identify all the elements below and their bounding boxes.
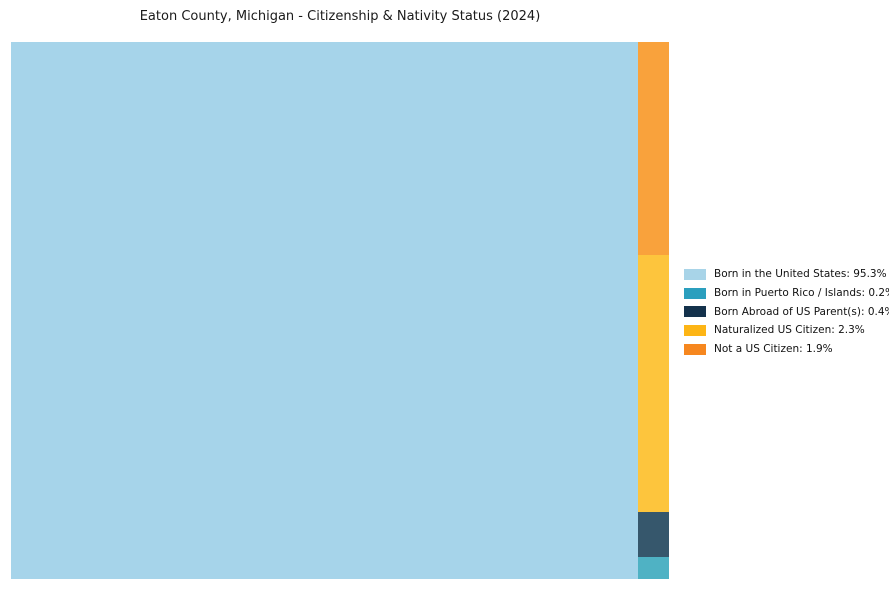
treemap-rect-not-citizen — [638, 42, 669, 255]
legend-label-born-abroad: Born Abroad of US Parent(s): 0.4% — [714, 305, 889, 318]
treemap-rect-born-abroad — [638, 512, 669, 557]
legend-label-naturalized: Naturalized US Citizen: 2.3% — [714, 324, 865, 337]
legend-swatch-not-citizen — [684, 343, 706, 355]
legend-swatch-born-us — [684, 268, 706, 280]
legend-item-naturalized: Naturalized US Citizen: 2.3% — [684, 321, 889, 340]
chart-title: Eaton County, Michigan - Citizenship & N… — [139, 9, 541, 24]
legend-swatch-born-abroad — [684, 306, 706, 318]
legend-swatch-puerto-rico — [684, 287, 706, 299]
legend-item-puerto-rico: Born in Puerto Rico / Islands: 0.2% — [684, 284, 889, 303]
legend-item-not-citizen: Not a US Citizen: 1.9% — [684, 340, 889, 359]
legend-label-born-us: Born in the United States: 95.3% — [714, 268, 887, 281]
legend-label-puerto-rico: Born in Puerto Rico / Islands: 0.2% — [714, 287, 889, 300]
legend: Born in the United States: 95.3% Born in… — [684, 265, 889, 358]
legend-item-born-abroad: Born Abroad of US Parent(s): 0.4% — [684, 302, 889, 321]
treemap-rect-naturalized — [638, 255, 669, 512]
legend-swatch-naturalized — [684, 324, 706, 336]
legend-label-not-citizen: Not a US Citizen: 1.9% — [714, 343, 833, 356]
treemap — [11, 42, 669, 579]
legend-item-born-us: Born in the United States: 95.3% — [684, 265, 889, 284]
treemap-rect-born-us — [11, 42, 638, 579]
treemap-rect-puerto-rico — [638, 557, 669, 579]
